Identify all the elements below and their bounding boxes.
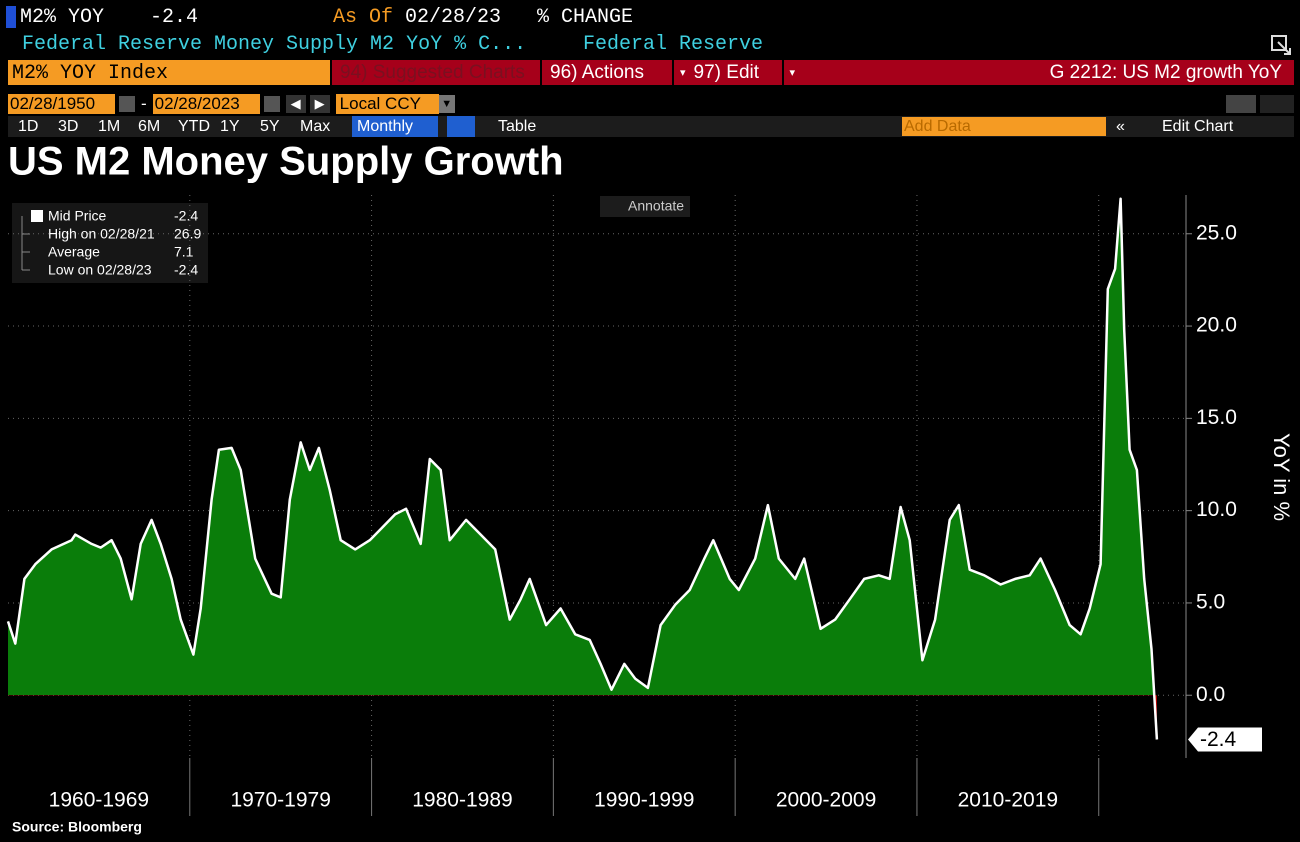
x-tick-label: 1990-1999: [594, 789, 694, 812]
period-button[interactable]: 1D: [18, 117, 39, 135]
date-separator: -: [141, 94, 147, 113]
period-button[interactable]: Max: [300, 117, 331, 135]
security-box[interactable]: [8, 60, 330, 85]
annotate-button[interactable]: [600, 196, 690, 217]
legend-label: Mid Price: [48, 208, 107, 224]
popout-icon[interactable]: [1270, 34, 1294, 56]
y-tick-label: 20.0: [1196, 314, 1237, 337]
dropdown-arrow: ▾: [789, 67, 796, 79]
legend-stat-label: High on 02/28/21: [48, 226, 155, 242]
ticker-marker: [6, 6, 16, 28]
dropdown[interactable]: ▼: [438, 95, 455, 113]
legend-panel: [12, 203, 208, 283]
legend-stat-value: 7.1: [174, 244, 194, 260]
y-tick-label: 5.0: [1196, 590, 1225, 613]
menu-item[interactable]: 96) Actions: [542, 60, 674, 85]
as-of-label: As Of: [333, 6, 394, 29]
legend-value: -2.4: [174, 208, 198, 224]
description: Federal Reserve Money Supply M2 YoY % C.…: [22, 33, 527, 56]
period-buttons: 1D 3D 1M 6M YTD 1Y 5Y Max: [8, 116, 330, 137]
last-value: -2.4: [150, 6, 199, 29]
page-title: G 2212: US M2 growth YoY: [1049, 62, 1282, 83]
table-button[interactable]: Table: [498, 118, 537, 135]
legend-stat-label: Low on 02/28/23: [48, 262, 152, 278]
menu: 94) Suggested Charts 96) Actions ▾ 97) Edit…: [332, 60, 795, 85]
x-tick-label: 1970-1979: [230, 789, 330, 812]
calendar-icon[interactable]: [119, 96, 135, 112]
calendar-icon[interactable]: [263, 96, 280, 112]
x-tick-label: 2000-2009: [776, 789, 876, 812]
legend-swatch: [31, 210, 43, 222]
period-button[interactable]: 1Y: [220, 117, 240, 135]
dropdown-arrow: ▾: [680, 67, 686, 79]
ticker: M2% YOY: [20, 6, 105, 29]
collapse-button[interactable]: «: [1116, 118, 1125, 135]
period-button[interactable]: 5Y: [260, 117, 280, 135]
y-tick-label: 25.0: [1196, 221, 1237, 244]
period-button[interactable]: 3D: [58, 117, 79, 135]
menu-item[interactable]: 94) Suggested Charts: [332, 60, 542, 85]
period-button[interactable]: 6M: [138, 117, 161, 135]
legend-tree: [21, 216, 30, 271]
legend-stat-value: 26.9: [174, 226, 201, 242]
last-value-tag: [1188, 727, 1262, 752]
period-button[interactable]: 1M: [98, 117, 121, 135]
change-label: % CHANGE: [537, 6, 634, 29]
prev-button[interactable]: ◀: [285, 95, 306, 113]
y-tick-label: 0.0: [1196, 683, 1225, 706]
y-tick-label: 15.0: [1196, 406, 1237, 429]
legend-stat-label: Average: [48, 244, 100, 260]
start-date[interactable]: 02/28/1950: [8, 94, 115, 114]
date-row: 02/28/1950 - 02/28/2023 ◀ ▶ Local CCY ▼: [8, 94, 455, 114]
line: [6, 197, 1159, 740]
y-tick-label: 10.0: [1196, 498, 1237, 521]
period-button[interactable]: YTD: [178, 117, 210, 135]
x-tick-label: 1980-1989: [412, 789, 512, 812]
annotate-label[interactable]: Annotate: [628, 198, 684, 214]
undo-button[interactable]: [1226, 95, 1256, 113]
area: [8, 198, 1157, 740]
add-data[interactable]: Add Data: [902, 117, 1106, 136]
edit-chart[interactable]: Edit Chart: [1162, 118, 1234, 135]
last-value-label: -2.4: [1200, 728, 1237, 751]
frequency[interactable]: Monthly: [352, 116, 438, 137]
redo-button[interactable]: [1260, 95, 1294, 113]
x-tick-label: 1960-1969: [49, 789, 149, 812]
as-of-date: 02/28/23: [405, 6, 502, 29]
chart-title: US M2 Money Supply Growth: [8, 140, 564, 184]
next-button[interactable]: ▶: [309, 95, 330, 113]
security[interactable]: M2% YOY Index: [12, 62, 169, 85]
x-tick-label: 2010-2019: [958, 789, 1058, 812]
menu-bar: [332, 60, 1294, 85]
end-date[interactable]: 02/28/2023: [152, 94, 260, 114]
source-name: Federal Reserve: [583, 33, 764, 56]
y-axis-label: YoY in %: [1269, 433, 1294, 521]
source: Source: Bloomberg: [12, 819, 142, 835]
menu-item[interactable]: 97) Edit: [686, 60, 784, 85]
chart-type-button[interactable]: [447, 116, 475, 137]
currency[interactable]: Local CCY: [335, 94, 439, 114]
legend-stat-value: -2.4: [174, 262, 198, 278]
